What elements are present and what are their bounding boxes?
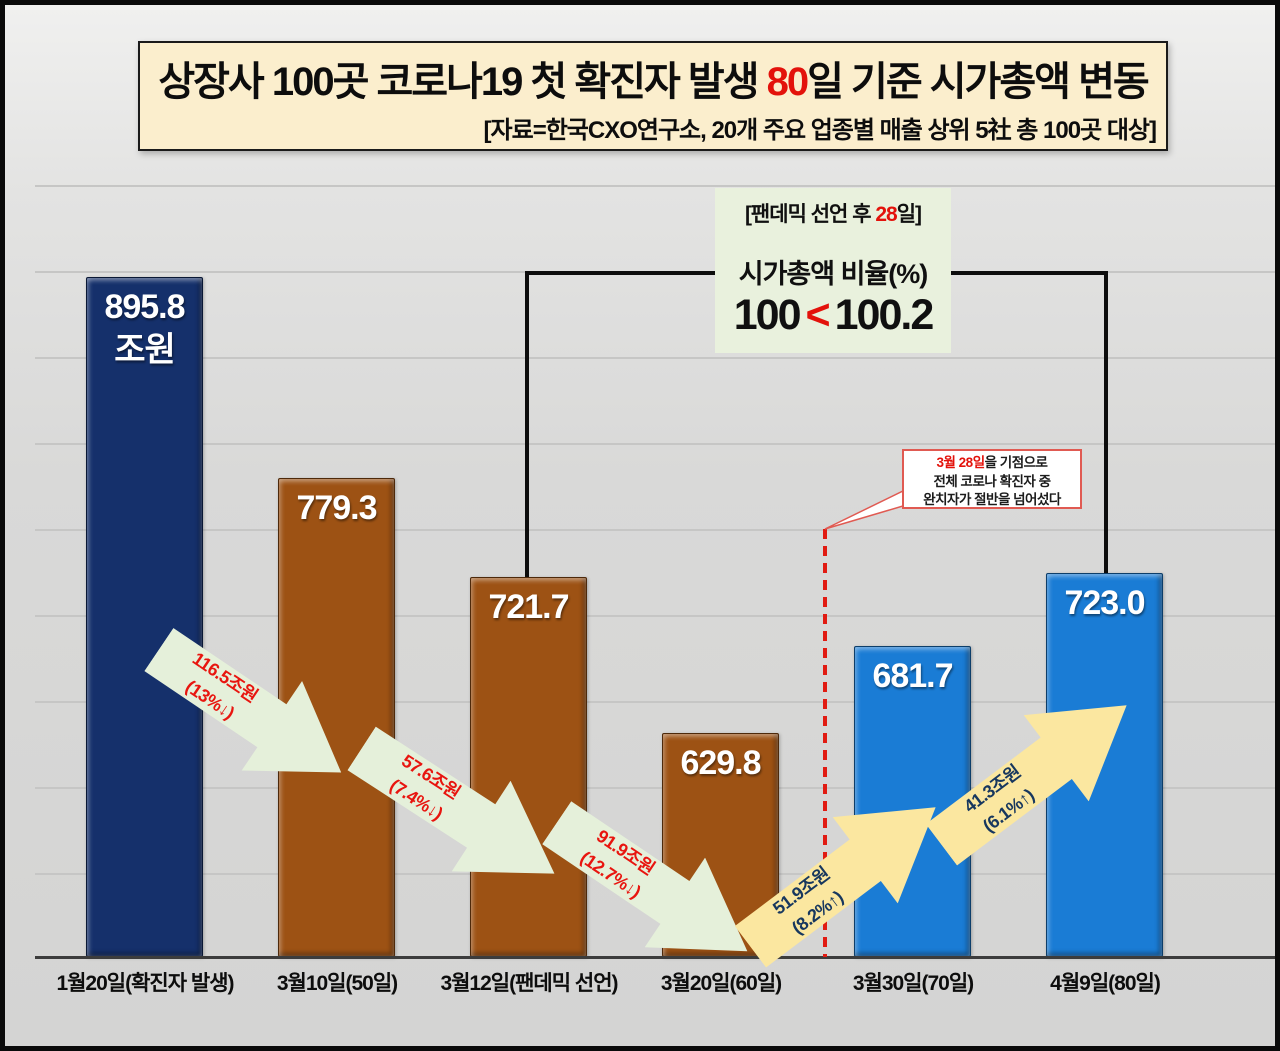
- source-note: [자료=한국CXO연구소, 20개 주요 업종별 매출 상위 5社 총 100곳…: [483, 117, 1157, 144]
- callout-tail: [824, 489, 904, 530]
- x-label-mar30: 3월30일(70일): [852, 972, 974, 995]
- ratio-values: 100 <100.2: [733, 291, 934, 339]
- bar-jan20: 895.8 조원: [86, 277, 203, 957]
- less-than-icon: <: [805, 291, 831, 339]
- title-text: 상장사 100곳 코로나19 첫 확진자 발생: [158, 60, 767, 104]
- pandemic-comparison-box: [팬데믹 선언 후 28일] 시가총액 비율(%) 100 <100.2: [715, 188, 951, 353]
- bar-value-label: 681.7: [872, 657, 953, 695]
- gridline: [35, 615, 1275, 617]
- x-label-mar10: 3월10일(50일): [276, 972, 398, 995]
- ratio-title: 시가총액 비율(%): [738, 259, 929, 289]
- bar-value-label: 895.8 조원: [104, 288, 185, 369]
- march28-dashed-line: [823, 529, 827, 957]
- gridline: [35, 443, 1275, 445]
- x-label-mar20: 3월20일(60일): [660, 972, 782, 995]
- march28-callout: 3월 28일을 기점으로 전체 코로나 확진자 중 완치자가 절반을 넘어섰다: [902, 449, 1082, 509]
- title-text-suffix: 일 기준 시가총액 변동: [807, 60, 1150, 104]
- title-box: 상장사 100곳 코로나19 첫 확진자 발생 80일 기준 시가총액 변동 […: [138, 41, 1168, 151]
- gridline: [35, 787, 1275, 789]
- x-label-jan20: 1월20일(확진자 발생): [56, 972, 234, 995]
- bracket-right-line: [1104, 271, 1108, 573]
- x-label-mar12: 3월12일(팬데믹 선언): [440, 972, 618, 995]
- bracket-left-line: [525, 271, 529, 577]
- gridline: [35, 357, 1275, 359]
- bar-value-label: 629.8: [680, 744, 761, 782]
- gridline: [35, 185, 1275, 187]
- bar-value-label: 721.7: [488, 588, 569, 626]
- gridline: [35, 701, 1275, 703]
- bar-mar30: 681.7: [854, 646, 971, 957]
- pandemic-label: [팬데믹 선언 후 28일]: [744, 203, 922, 226]
- gridline: [35, 529, 1275, 531]
- x-label-apr9: 4월9일(80일): [1050, 972, 1161, 995]
- title-highlight: 80: [766, 60, 809, 104]
- x-axis-line: [35, 956, 1275, 959]
- bar-apr9: 723.0: [1046, 573, 1163, 957]
- page-title: 상장사 100곳 코로나19 첫 확진자 발생 80일 기준 시가총액 변동: [140, 49, 1166, 107]
- bar-value-label: 779.3: [296, 489, 377, 527]
- bar-value-label: 723.0: [1064, 584, 1145, 622]
- bar-mar12: 721.7: [470, 577, 587, 957]
